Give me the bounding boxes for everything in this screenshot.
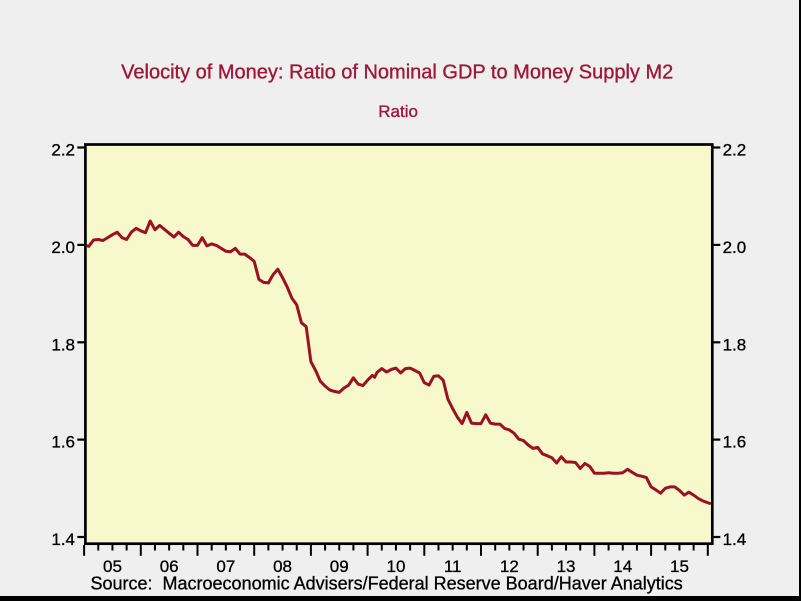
svg-text:15: 15 [670,557,689,576]
svg-text:08: 08 [273,557,292,576]
svg-text:13: 13 [557,557,576,576]
svg-text:Velocity of Money: Ratio of No: Velocity of Money: Ratio of Nominal GDP … [121,61,673,83]
svg-text:12: 12 [500,557,519,576]
svg-text:06: 06 [160,557,179,576]
svg-text:1.6: 1.6 [723,433,747,452]
svg-text:11: 11 [444,557,462,576]
svg-text:2.0: 2.0 [51,238,75,257]
svg-text:1.8: 1.8 [51,335,75,354]
svg-text:2.2: 2.2 [51,141,75,160]
svg-text:09: 09 [330,557,349,576]
svg-text:14: 14 [613,557,632,576]
svg-text:1.4: 1.4 [723,530,747,549]
svg-text:05: 05 [103,557,122,576]
svg-text:2.2: 2.2 [723,141,747,160]
svg-text:Source: Macroeconomic Adviser: Source: Macroeconomic Advisers/Federal R… [91,574,683,594]
svg-text:2.0: 2.0 [723,238,747,257]
svg-text:1.8: 1.8 [723,335,747,354]
svg-text:Ratio: Ratio [378,102,418,121]
svg-text:10: 10 [386,557,405,576]
svg-text:07: 07 [216,557,235,576]
svg-text:1.4: 1.4 [51,530,75,549]
svg-text:1.6: 1.6 [51,433,75,452]
